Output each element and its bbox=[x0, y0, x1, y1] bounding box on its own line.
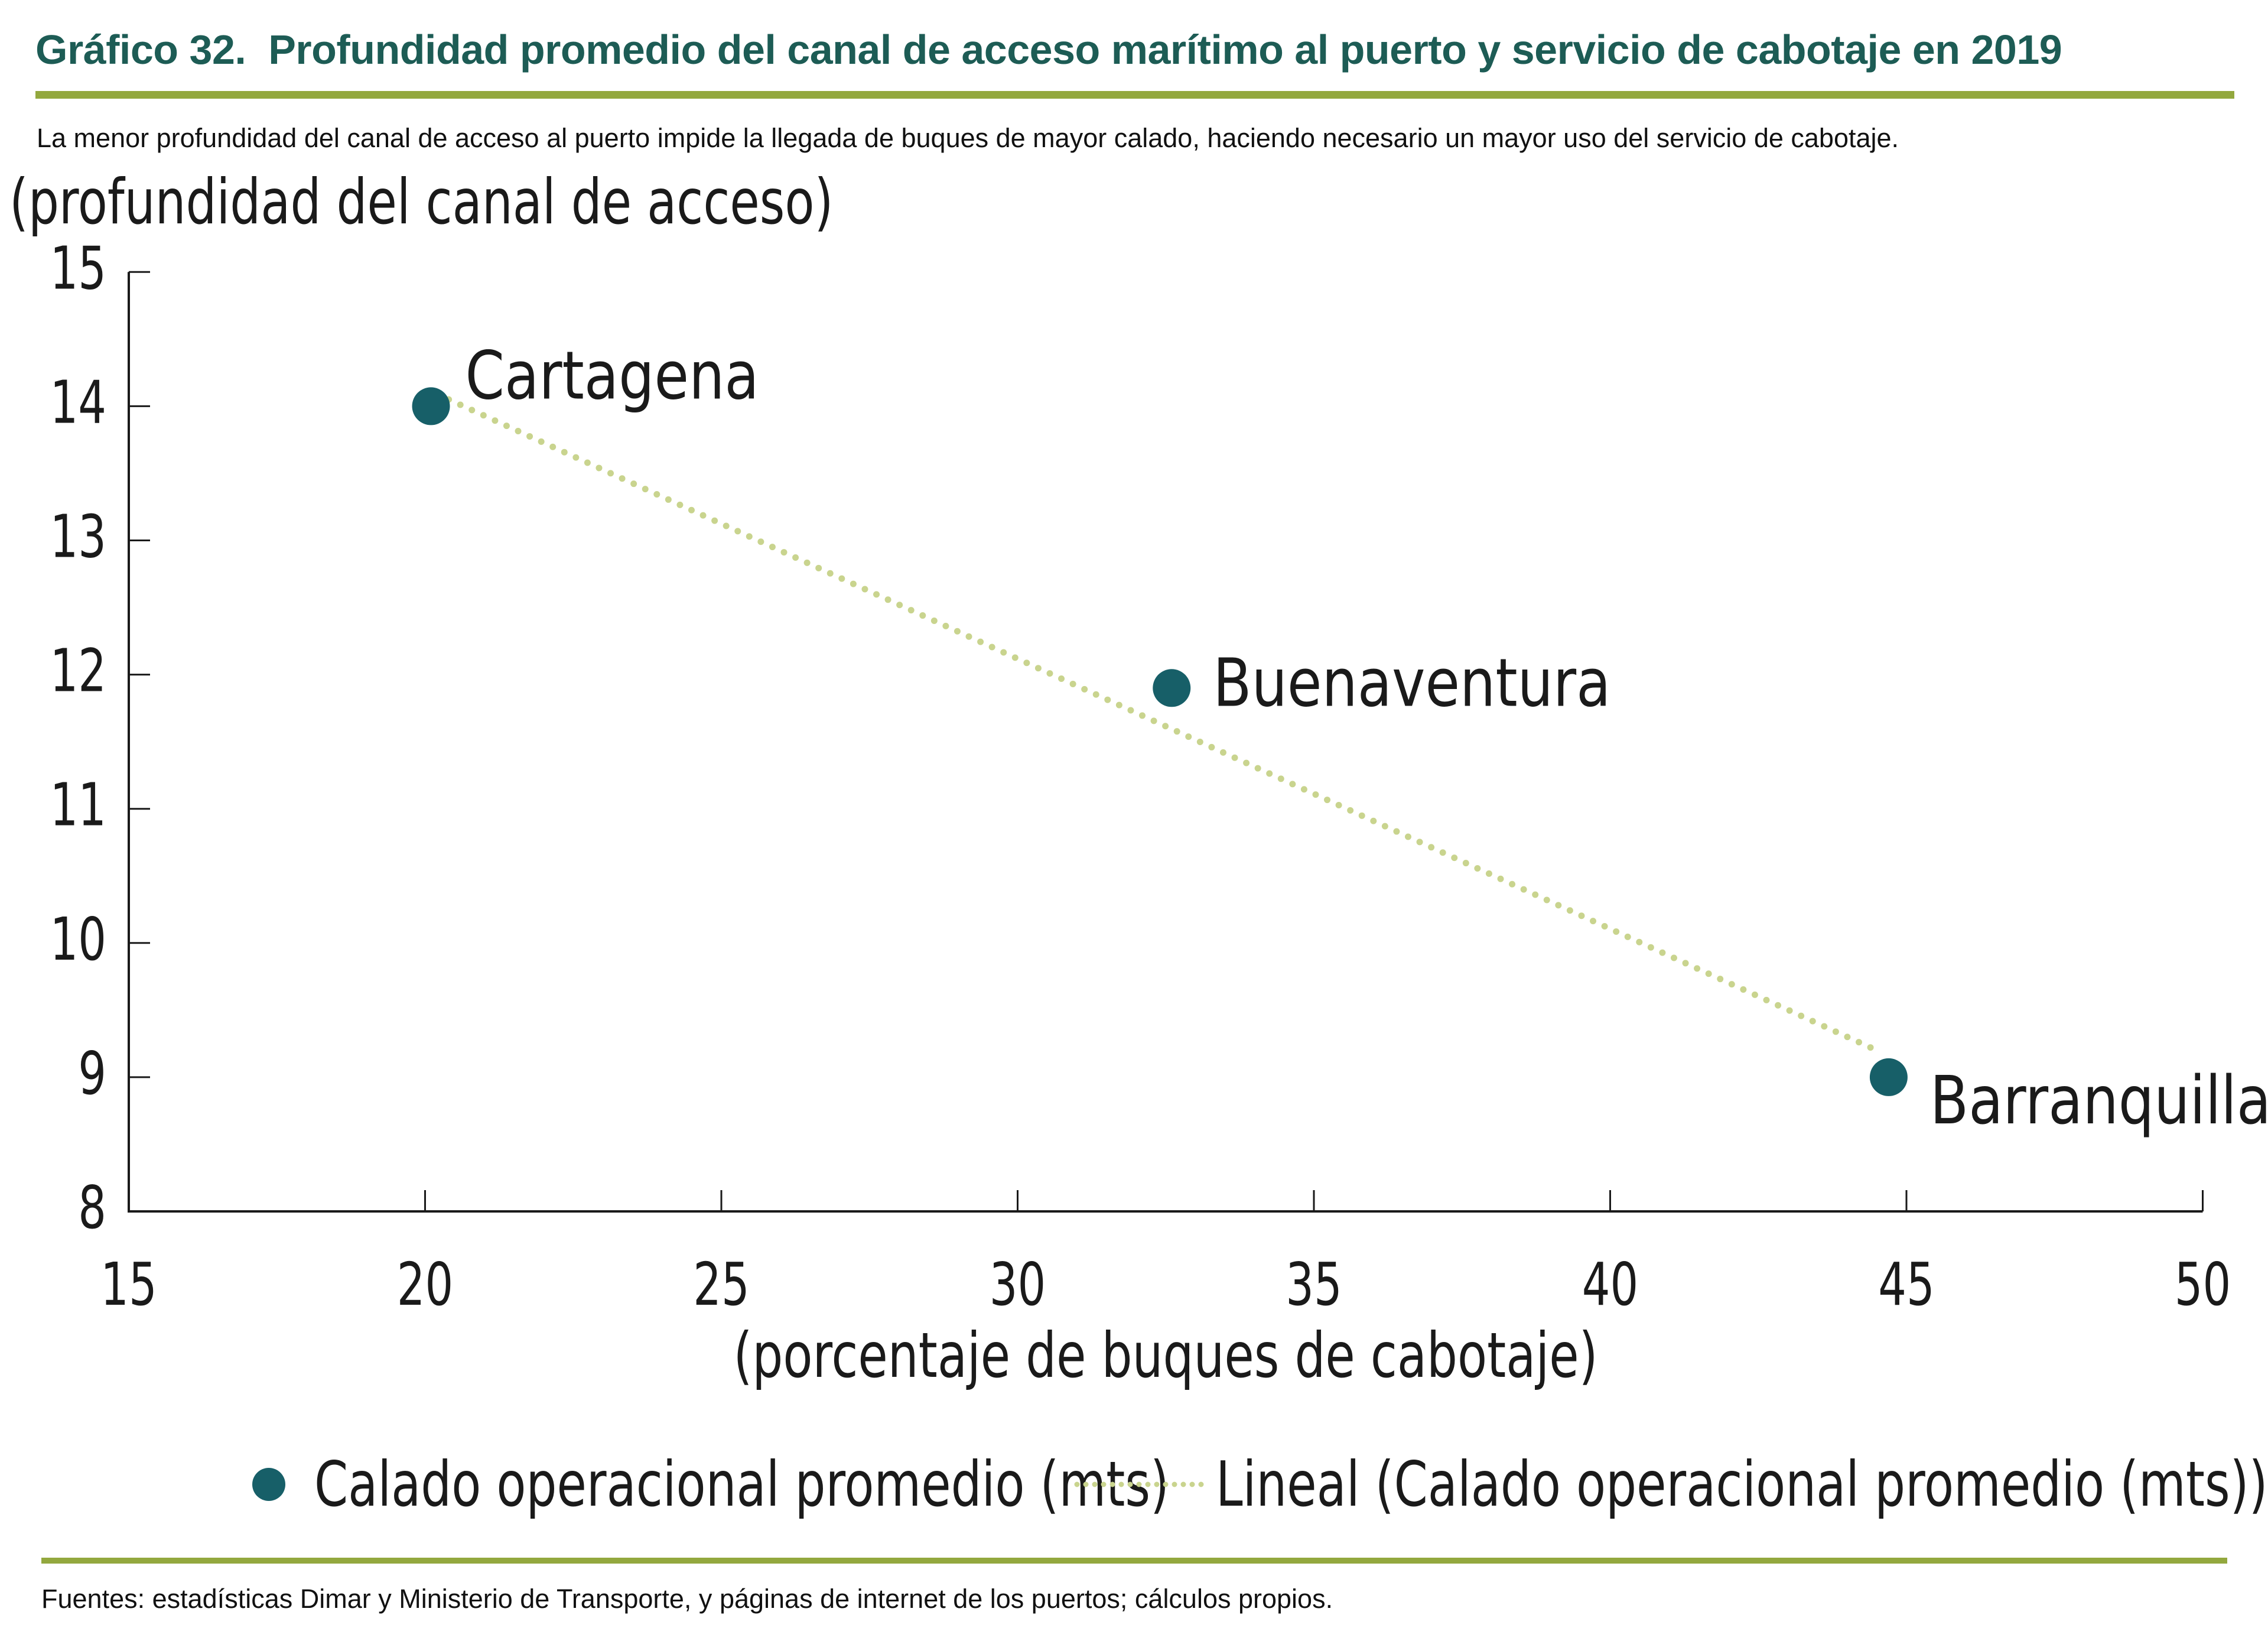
x-tick-label-35: 35 bbox=[1286, 1250, 1342, 1319]
data-points bbox=[412, 387, 1908, 1096]
x-tick-label-40: 40 bbox=[1582, 1250, 1638, 1319]
point-cartagena bbox=[412, 387, 450, 425]
point-label-cartagena: Cartagena bbox=[466, 337, 759, 414]
x-tick-labels: 15 20 25 30 35 40 45 50 bbox=[100, 1250, 2231, 1319]
point-barranquilla bbox=[1869, 1058, 1908, 1096]
x-tick-label-30: 30 bbox=[990, 1250, 1046, 1319]
y-tick-label-8: 8 bbox=[78, 1173, 106, 1242]
x-tick-label-25: 25 bbox=[693, 1250, 749, 1319]
y-ticks bbox=[129, 271, 150, 1213]
x-tick-label-45: 45 bbox=[1878, 1250, 1934, 1319]
legend-trend-label: Lineal (Calado operacional promedio (mts… bbox=[1216, 1449, 2268, 1521]
point-label-barranquilla: Barranquilla bbox=[1930, 1062, 2268, 1139]
y-axis-title: (profundidad del canal de acceso) bbox=[9, 167, 833, 239]
point-label-buenaventura: Buenaventura bbox=[1213, 645, 1610, 722]
source-note: Fuentes: estadísticas Dimar y Ministerio… bbox=[41, 1584, 1333, 1614]
title-divider bbox=[35, 91, 2234, 99]
y-tick-label-12: 12 bbox=[50, 636, 106, 706]
x-tick-label-20: 20 bbox=[397, 1250, 453, 1319]
y-tick-label-13: 13 bbox=[50, 502, 106, 571]
y-tick-label-14: 14 bbox=[50, 368, 106, 437]
x-tick-label-50: 50 bbox=[2175, 1250, 2231, 1319]
trendline bbox=[445, 396, 1880, 1054]
chart-subtitle: La menor profundidad del canal de acceso… bbox=[37, 123, 1899, 153]
x-axis-title: (porcentaje de buques de cabotaje) bbox=[733, 1320, 1597, 1392]
x-tick-label-15: 15 bbox=[100, 1250, 157, 1319]
legend-marker-label: Calado operacional promedio (mts) bbox=[314, 1449, 1169, 1521]
y-tick-label-11: 11 bbox=[50, 771, 106, 840]
legend-marker-swatch bbox=[252, 1468, 285, 1501]
point-buenaventura bbox=[1153, 669, 1191, 707]
y-tick-label-9: 9 bbox=[78, 1039, 106, 1108]
footer-divider bbox=[41, 1558, 2227, 1564]
y-tick-label-10: 10 bbox=[50, 905, 106, 974]
chart-legend: Calado operacional promedio (mts) Lineal… bbox=[252, 1449, 2268, 1521]
x-ticks bbox=[128, 1190, 2204, 1211]
y-tick-label-15: 15 bbox=[50, 234, 106, 303]
page-title: Gráfico 32. Profundidad promedio del can… bbox=[35, 27, 2062, 73]
point-labels: Cartagena Buenaventura Barranquilla bbox=[466, 337, 2268, 1139]
y-tick-labels: 8 9 10 11 12 13 14 15 bbox=[50, 234, 106, 1242]
trendline-dotted bbox=[445, 396, 1880, 1054]
